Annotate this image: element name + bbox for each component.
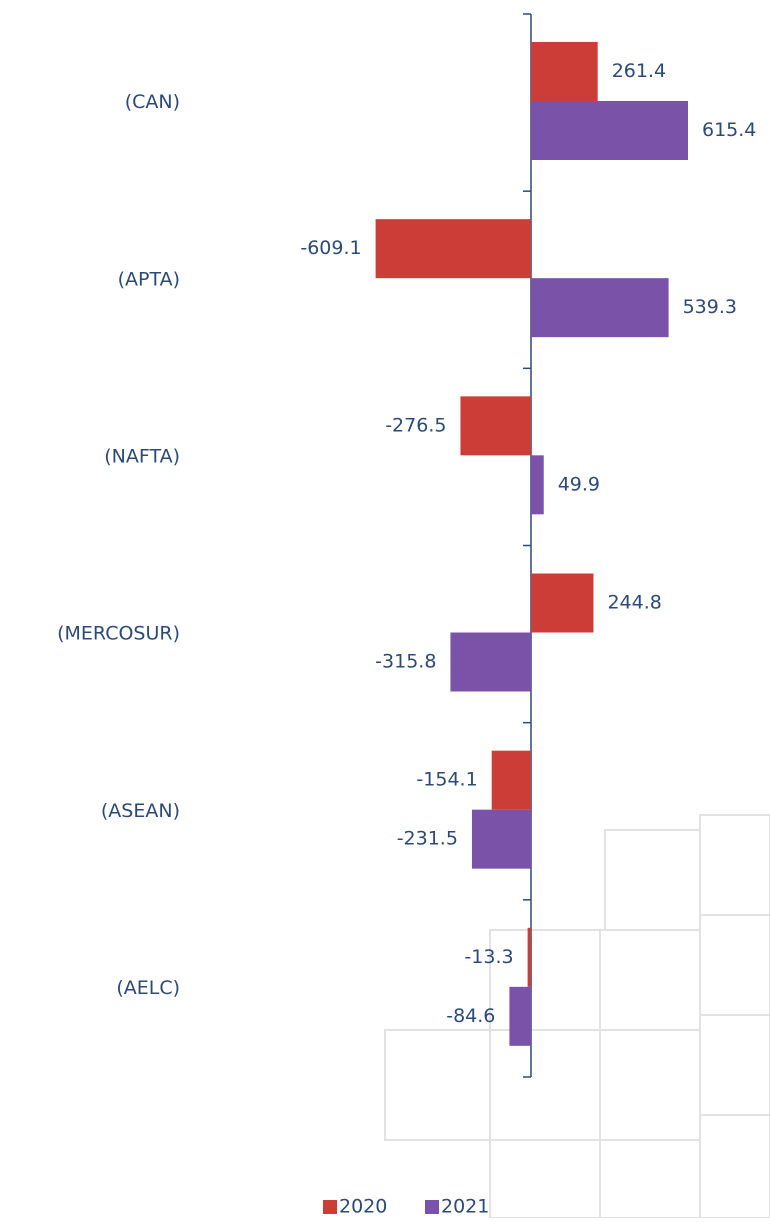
category-label: (MERCOSUR) <box>57 623 180 645</box>
value-label: 244.8 <box>607 592 661 614</box>
bar <box>471 809 531 869</box>
category-label: (AELC) <box>116 977 180 999</box>
value-label: 49.9 <box>558 473 600 495</box>
bar <box>531 573 594 633</box>
legend-swatch <box>323 1200 337 1214</box>
bar <box>531 278 669 338</box>
value-label: -84.6 <box>446 1005 495 1027</box>
bar <box>375 219 531 279</box>
value-label: -609.1 <box>300 237 361 259</box>
value-label: 539.3 <box>683 296 737 318</box>
category-label: (CAN) <box>125 91 180 113</box>
value-label: -13.3 <box>464 946 513 968</box>
value-label: -154.1 <box>416 769 477 791</box>
value-label: -276.5 <box>385 414 446 436</box>
legend-label: 2020 <box>339 1196 387 1218</box>
bar <box>491 750 531 810</box>
bar <box>531 101 688 160</box>
bar <box>509 986 531 1046</box>
bar <box>450 632 531 692</box>
category-label: (NAFTA) <box>104 445 180 467</box>
legend-swatch <box>425 1200 439 1214</box>
bar <box>531 42 598 101</box>
value-label: 261.4 <box>612 60 666 82</box>
background-pattern <box>384 814 770 1219</box>
category-label: (ASEAN) <box>101 800 180 822</box>
bar <box>527 927 531 987</box>
category-label: (APTA) <box>118 268 180 290</box>
bar <box>531 455 544 515</box>
legend-label: 2021 <box>441 1196 489 1218</box>
value-label: 615.4 <box>702 119 756 141</box>
bar <box>460 396 531 456</box>
value-label: -315.8 <box>375 651 436 673</box>
value-label: -231.5 <box>397 828 458 850</box>
